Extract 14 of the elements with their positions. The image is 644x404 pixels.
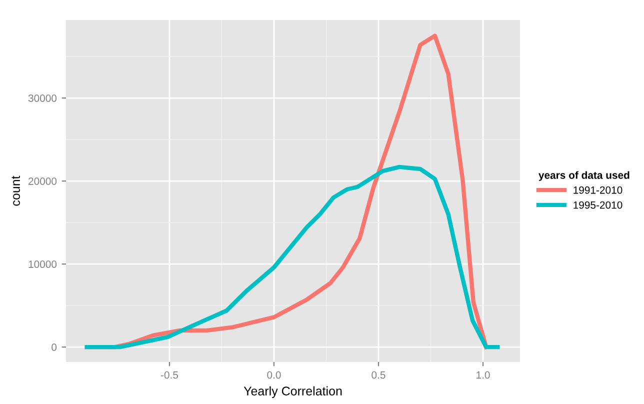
x-tick-label: 0.5 bbox=[372, 371, 386, 379]
legend-title: years of data used bbox=[538, 171, 630, 181]
x-tick-label: 1.0 bbox=[476, 371, 490, 379]
y-tick-label: 10000 bbox=[28, 260, 57, 268]
legend-label: 1991-2010 bbox=[574, 186, 622, 194]
y-axis-title: count bbox=[12, 176, 20, 206]
line-series bbox=[84, 164, 500, 350]
x-tick-label: 0.0 bbox=[267, 371, 281, 379]
x-axis-title: Yearly Correlation bbox=[244, 386, 342, 398]
y-tick-label: 30000 bbox=[28, 94, 57, 102]
y-tick-label: 0 bbox=[52, 344, 57, 351]
x-tick-label: -0.5 bbox=[160, 371, 178, 379]
legend-label: 1995-2010 bbox=[574, 201, 622, 209]
y-tick-label: 20000 bbox=[28, 178, 57, 185]
